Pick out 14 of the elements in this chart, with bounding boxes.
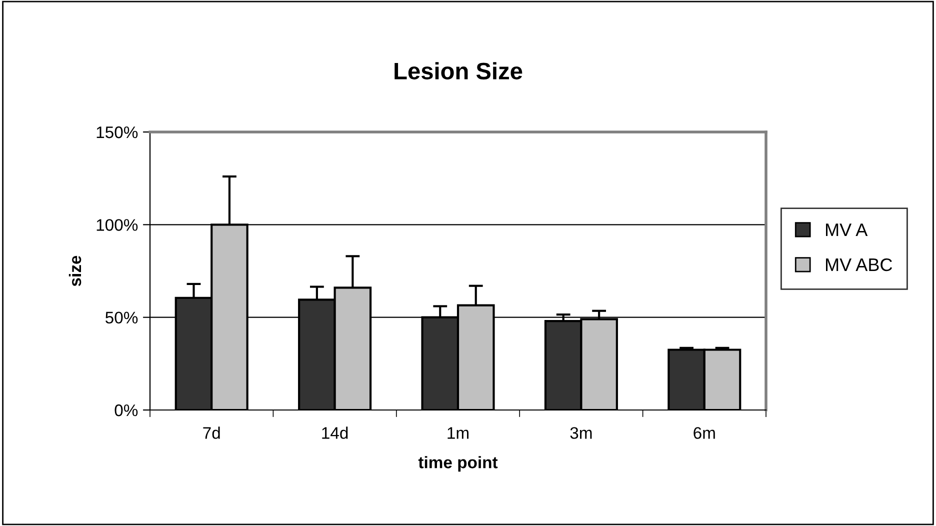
y-tick-label: 150% <box>96 126 138 138</box>
y-tick-label: 0% <box>114 404 138 416</box>
x-tick-label: 6m <box>694 427 715 439</box>
chart-title: Lesion Size <box>394 62 522 80</box>
y-tick-label: 100% <box>96 219 138 231</box>
x-tick-label: 14d <box>322 426 348 439</box>
x-axis-title: time point <box>418 456 498 472</box>
legend-label: MV A <box>826 224 868 236</box>
y-axis-title: size <box>68 256 82 286</box>
x-tick-label: 7d <box>203 426 220 439</box>
x-tick-label: 3m <box>570 427 592 439</box>
y-tick-label: 50% <box>106 312 138 324</box>
legend-label: MV ABC <box>826 258 892 272</box>
x-tick-label: 1m <box>448 427 468 439</box>
